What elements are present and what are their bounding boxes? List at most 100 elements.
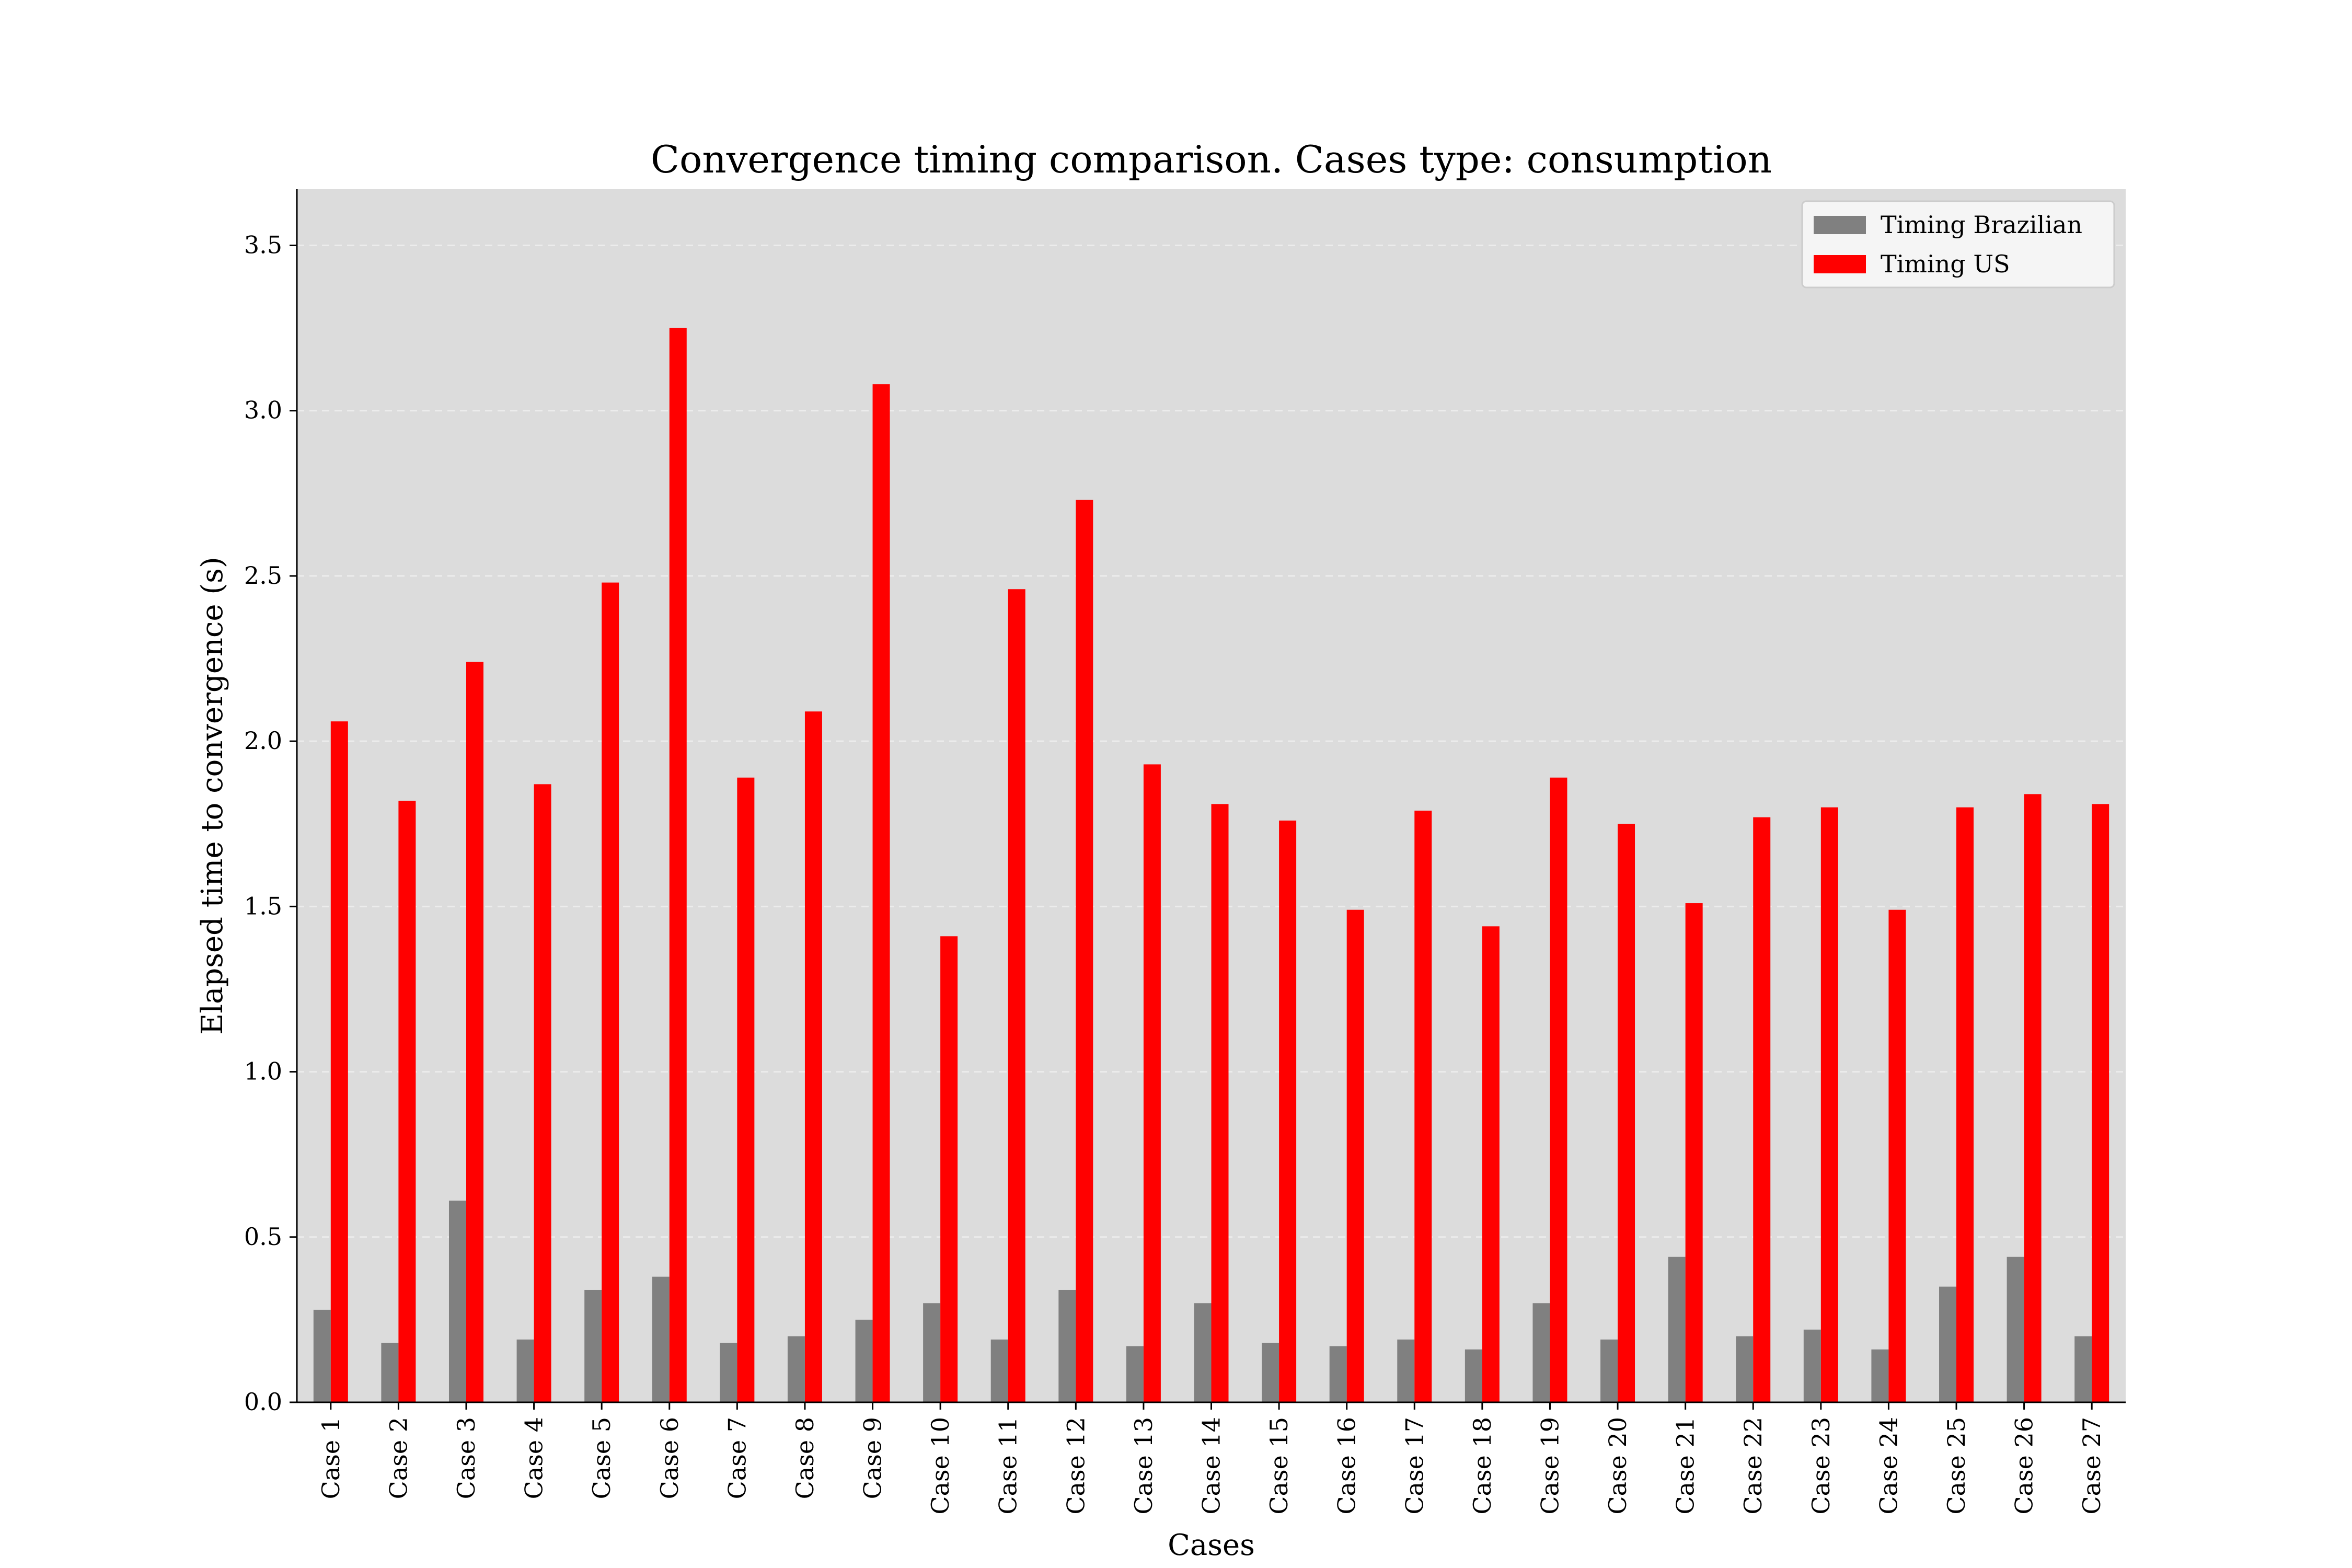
bar-timing-us-case-3 xyxy=(466,662,483,1402)
y-tick-label: 2.5 xyxy=(244,561,282,590)
x-tick-label: Case 8 xyxy=(791,1417,819,1499)
x-tick-label: Case 4 xyxy=(520,1417,548,1499)
bar-timing-us-case-10 xyxy=(940,936,958,1402)
x-tick-label: Case 17 xyxy=(1400,1417,1428,1515)
bar-timing-brazilian-case-19 xyxy=(1532,1303,1550,1402)
y-tick-label: 1.5 xyxy=(244,892,282,920)
bar-timing-brazilian-case-11 xyxy=(990,1339,1008,1402)
y-tick-label: 1.0 xyxy=(244,1057,282,1086)
bar-timing-us-case-1 xyxy=(330,721,348,1402)
x-tick-label: Case 25 xyxy=(1942,1417,1970,1515)
bar-timing-brazilian-case-27 xyxy=(2074,1336,2092,1402)
legend-swatch-timing-brazilian xyxy=(1814,216,1866,234)
bar-timing-us-case-14 xyxy=(1211,804,1229,1402)
bar-timing-brazilian-case-20 xyxy=(1600,1339,1618,1402)
legend: Timing Brazilian Timing US xyxy=(1801,200,2115,289)
bar-timing-us-case-5 xyxy=(602,582,619,1402)
bar-timing-us-case-2 xyxy=(398,800,416,1402)
bar-timing-brazilian-case-23 xyxy=(1803,1329,1821,1402)
bar-timing-brazilian-case-8 xyxy=(787,1336,805,1402)
bar-timing-brazilian-case-2 xyxy=(381,1343,399,1402)
bar-timing-brazilian-case-18 xyxy=(1465,1349,1482,1402)
bar-timing-us-case-9 xyxy=(872,384,890,1402)
bar-timing-us-case-13 xyxy=(1143,764,1161,1402)
legend-label-timing-us: Timing US xyxy=(1881,250,2010,278)
y-tick-label: 0.5 xyxy=(244,1223,282,1251)
bar-timing-us-case-7 xyxy=(737,777,755,1402)
x-tick-label: Case 27 xyxy=(2078,1417,2106,1515)
bar-timing-brazilian-case-6 xyxy=(652,1276,670,1402)
bar-timing-brazilian-case-13 xyxy=(1126,1346,1144,1402)
bar-timing-brazilian-case-26 xyxy=(2007,1256,2024,1402)
bar-timing-brazilian-case-5 xyxy=(584,1289,602,1402)
x-tick-label: Case 6 xyxy=(655,1417,684,1499)
bar-timing-brazilian-case-17 xyxy=(1397,1339,1415,1402)
x-tick-label: Case 19 xyxy=(1536,1417,1564,1515)
bar-timing-us-case-16 xyxy=(1346,909,1364,1402)
x-tick-label: Case 9 xyxy=(859,1417,887,1499)
bar-timing-brazilian-case-21 xyxy=(1668,1256,1686,1402)
y-tick-label: 0.0 xyxy=(244,1388,282,1416)
bar-timing-us-case-17 xyxy=(1414,810,1432,1402)
x-tick-label: Case 14 xyxy=(1197,1417,1226,1515)
bar-timing-brazilian-case-7 xyxy=(720,1343,737,1402)
y-ticks: 0.0 0.5 1.0 1.5 2.0 2.5 3.0 3.5 xyxy=(244,231,297,1416)
x-tick-label: Case 11 xyxy=(994,1417,1022,1515)
legend-swatch-timing-us xyxy=(1814,255,1866,273)
bar-timing-us-case-25 xyxy=(1956,807,1974,1402)
bar-timing-us-case-27 xyxy=(2092,804,2109,1402)
bar-timing-us-case-26 xyxy=(2024,794,2042,1402)
x-tick-label: Case 16 xyxy=(1333,1417,1361,1515)
bar-timing-us-case-18 xyxy=(1482,926,1500,1402)
bar-timing-brazilian-case-12 xyxy=(1058,1289,1076,1402)
bar-timing-us-case-8 xyxy=(804,711,822,1402)
x-tick-label: Case 18 xyxy=(1468,1417,1496,1515)
bar-timing-brazilian-case-10 xyxy=(923,1303,941,1402)
x-tick-label: Case 20 xyxy=(1604,1417,1632,1515)
bar-timing-brazilian-case-9 xyxy=(855,1319,873,1402)
chart-title: Convergence timing comparison. Cases typ… xyxy=(651,137,1772,181)
legend-label-timing-brazilian: Timing Brazilian xyxy=(1881,211,2082,239)
y-tick-label: 3.0 xyxy=(244,396,282,424)
bar-timing-us-case-22 xyxy=(1753,817,1771,1402)
x-ticks: Case 1 Case 2 Case 3 Case 4 Case 5 Case 6 Case… xyxy=(317,1402,2106,1515)
x-tick-label: Case 1 xyxy=(317,1417,345,1499)
bar-timing-us-case-19 xyxy=(1550,777,1567,1402)
bar-timing-us-case-21 xyxy=(1685,903,1703,1402)
legend-box xyxy=(1801,200,2115,289)
bar-timing-brazilian-case-4 xyxy=(516,1339,534,1402)
x-tick-label: Case 22 xyxy=(1739,1417,1767,1515)
x-tick-label: Case 23 xyxy=(1807,1417,1835,1515)
bars xyxy=(313,328,2109,1403)
x-tick-label: Case 26 xyxy=(2010,1417,2038,1515)
bar-timing-brazilian-case-22 xyxy=(1736,1336,1754,1402)
bar-timing-us-case-4 xyxy=(534,784,551,1402)
bar-timing-us-case-15 xyxy=(1279,820,1297,1402)
bar-timing-brazilian-case-3 xyxy=(448,1201,466,1402)
bar-timing-brazilian-case-1 xyxy=(313,1309,331,1402)
x-tick-label: Case 13 xyxy=(1129,1417,1158,1515)
bar-timing-brazilian-case-25 xyxy=(1939,1286,1957,1402)
x-tick-label: Case 12 xyxy=(1062,1417,1090,1515)
bar-timing-brazilian-case-16 xyxy=(1329,1346,1347,1402)
bar-timing-us-case-24 xyxy=(1888,909,1906,1402)
bar-timing-us-case-6 xyxy=(669,328,687,1402)
x-axis-label: Cases xyxy=(1168,1528,1255,1562)
bar-timing-us-case-11 xyxy=(1008,589,1025,1402)
bar-timing-us-case-23 xyxy=(1820,807,1838,1402)
y-tick-label: 3.5 xyxy=(244,231,282,259)
y-axis-label: Elapsed time to convergence (s) xyxy=(195,557,229,1035)
y-tick-label: 2.0 xyxy=(244,727,282,755)
x-tick-label: Case 2 xyxy=(384,1417,412,1499)
bar-timing-brazilian-case-14 xyxy=(1194,1303,1212,1402)
x-tick-label: Case 5 xyxy=(587,1417,616,1499)
bar-timing-us-case-20 xyxy=(1618,824,1635,1402)
bar-timing-brazilian-case-15 xyxy=(1262,1343,1279,1402)
x-tick-label: Case 3 xyxy=(452,1417,480,1499)
x-tick-label: Case 21 xyxy=(1671,1417,1700,1515)
bar-timing-us-case-12 xyxy=(1076,500,1093,1403)
x-tick-label: Case 10 xyxy=(926,1417,954,1515)
x-tick-label: Case 24 xyxy=(1874,1417,1903,1515)
x-tick-label: Case 15 xyxy=(1265,1417,1293,1515)
